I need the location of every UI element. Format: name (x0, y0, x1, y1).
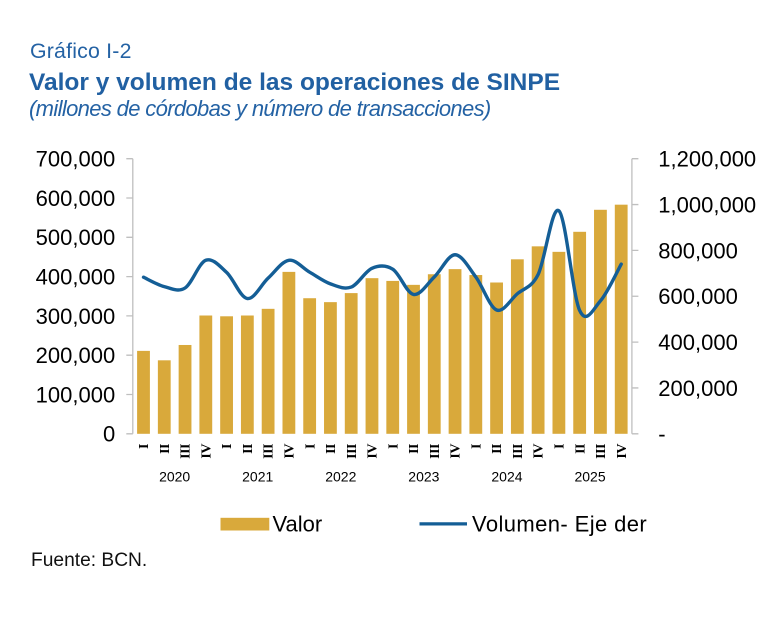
svg-text:IV: IV (449, 444, 464, 459)
svg-text:1,000,000: 1,000,000 (658, 192, 756, 217)
svg-text:III: III (262, 444, 277, 459)
svg-text:2023: 2023 (408, 469, 439, 485)
svg-text:600,000: 600,000 (36, 186, 116, 211)
svg-text:I: I (552, 444, 567, 449)
svg-text:III: III (511, 444, 526, 459)
svg-text:200,000: 200,000 (36, 343, 116, 368)
svg-text:1,200,000: 1,200,000 (658, 147, 756, 172)
svg-text:IV: IV (532, 444, 547, 459)
svg-text:II: II (324, 444, 339, 454)
svg-text:Volumen- Eje der: Volumen- Eje der (472, 512, 647, 537)
svg-text:III: III (594, 444, 609, 459)
svg-text:700,000: 700,000 (36, 147, 116, 172)
svg-text:I: I (220, 444, 235, 449)
svg-text:100,000: 100,000 (36, 382, 116, 407)
svg-text:2022: 2022 (325, 469, 356, 485)
svg-text:IV: IV (366, 444, 381, 459)
svg-text:IV: IV (199, 444, 214, 459)
svg-text:II: II (241, 444, 256, 454)
svg-text:I: I (137, 444, 152, 449)
svg-text:I: I (386, 444, 401, 449)
svg-text:I: I (303, 444, 318, 449)
svg-text:800,000: 800,000 (658, 238, 738, 263)
svg-text:2024: 2024 (491, 469, 522, 485)
svg-text:-: - (658, 422, 665, 447)
svg-text:III: III (345, 444, 360, 459)
svg-text:II: II (158, 444, 173, 454)
svg-text:400,000: 400,000 (36, 265, 116, 290)
svg-text:IV: IV (282, 444, 297, 459)
svg-text:I: I (469, 444, 484, 449)
svg-text:II: II (407, 444, 422, 454)
svg-text:2020: 2020 (159, 469, 190, 485)
svg-text:2021: 2021 (242, 469, 273, 485)
svg-text:Valor: Valor (273, 512, 323, 537)
svg-text:2025: 2025 (574, 469, 605, 485)
svg-text:400,000: 400,000 (658, 330, 738, 355)
svg-text:III: III (179, 444, 194, 459)
svg-text:600,000: 600,000 (658, 284, 738, 309)
svg-text:III: III (428, 444, 443, 459)
svg-text:500,000: 500,000 (36, 225, 116, 250)
svg-text:II: II (490, 444, 505, 454)
svg-text:IV: IV (615, 444, 630, 459)
svg-text:0: 0 (103, 422, 115, 447)
svg-text:300,000: 300,000 (36, 304, 116, 329)
svg-text:200,000: 200,000 (658, 376, 738, 401)
svg-text:II: II (573, 444, 588, 454)
